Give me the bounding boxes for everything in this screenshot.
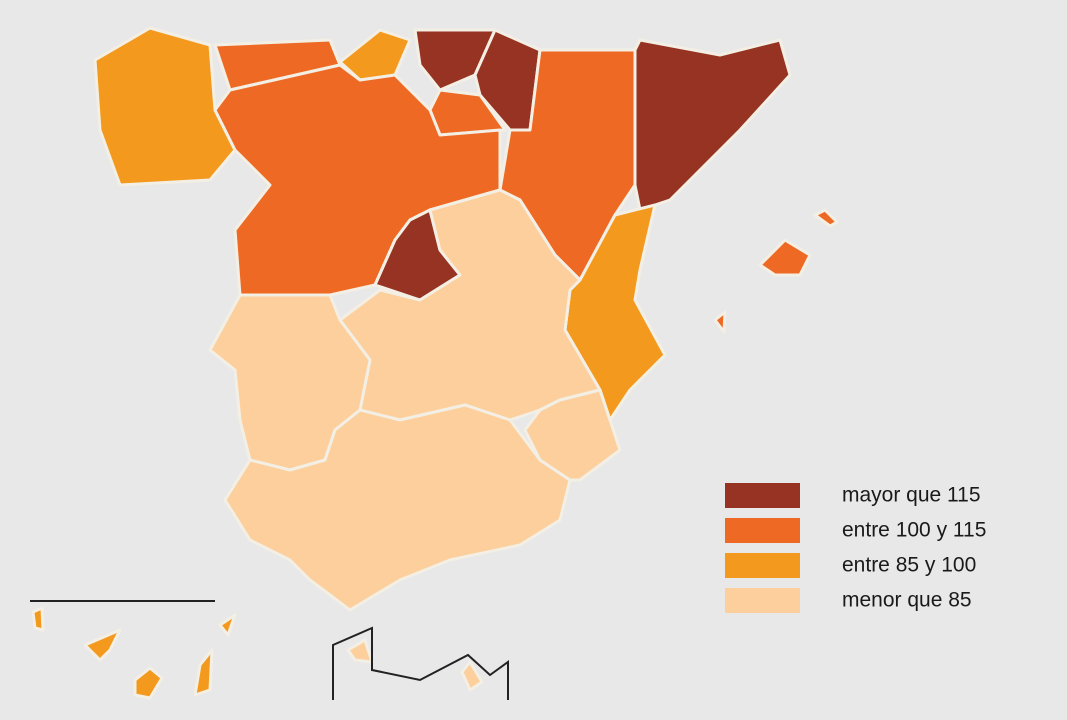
legend-swatch bbox=[725, 588, 800, 613]
legend-label: entre 100 y 115 bbox=[842, 519, 986, 542]
inset-frame bbox=[332, 626, 509, 700]
ibiza bbox=[713, 310, 727, 334]
murcia bbox=[523, 388, 622, 482]
canarias-3 bbox=[133, 666, 164, 700]
legend: mayor que 115 entre 100 y 115 entre 85 y 1… bbox=[725, 483, 986, 613]
mallorca bbox=[758, 238, 812, 277]
legend-label: menor que 85 bbox=[842, 589, 972, 612]
cataluna bbox=[633, 38, 792, 212]
menorca bbox=[813, 208, 839, 228]
legend-label: mayor que 115 bbox=[842, 484, 981, 507]
andalucia bbox=[223, 403, 572, 612]
canarias-5 bbox=[218, 613, 237, 637]
regions bbox=[31, 26, 839, 700]
legend-label: entre 85 y 100 bbox=[842, 554, 976, 577]
legend-swatch bbox=[725, 553, 800, 578]
canarias-1 bbox=[31, 606, 45, 632]
canarias-4 bbox=[193, 648, 214, 697]
canarias-2 bbox=[83, 628, 122, 662]
legend-swatch bbox=[725, 483, 800, 508]
legend-swatch bbox=[725, 518, 800, 543]
melilla bbox=[460, 660, 484, 692]
